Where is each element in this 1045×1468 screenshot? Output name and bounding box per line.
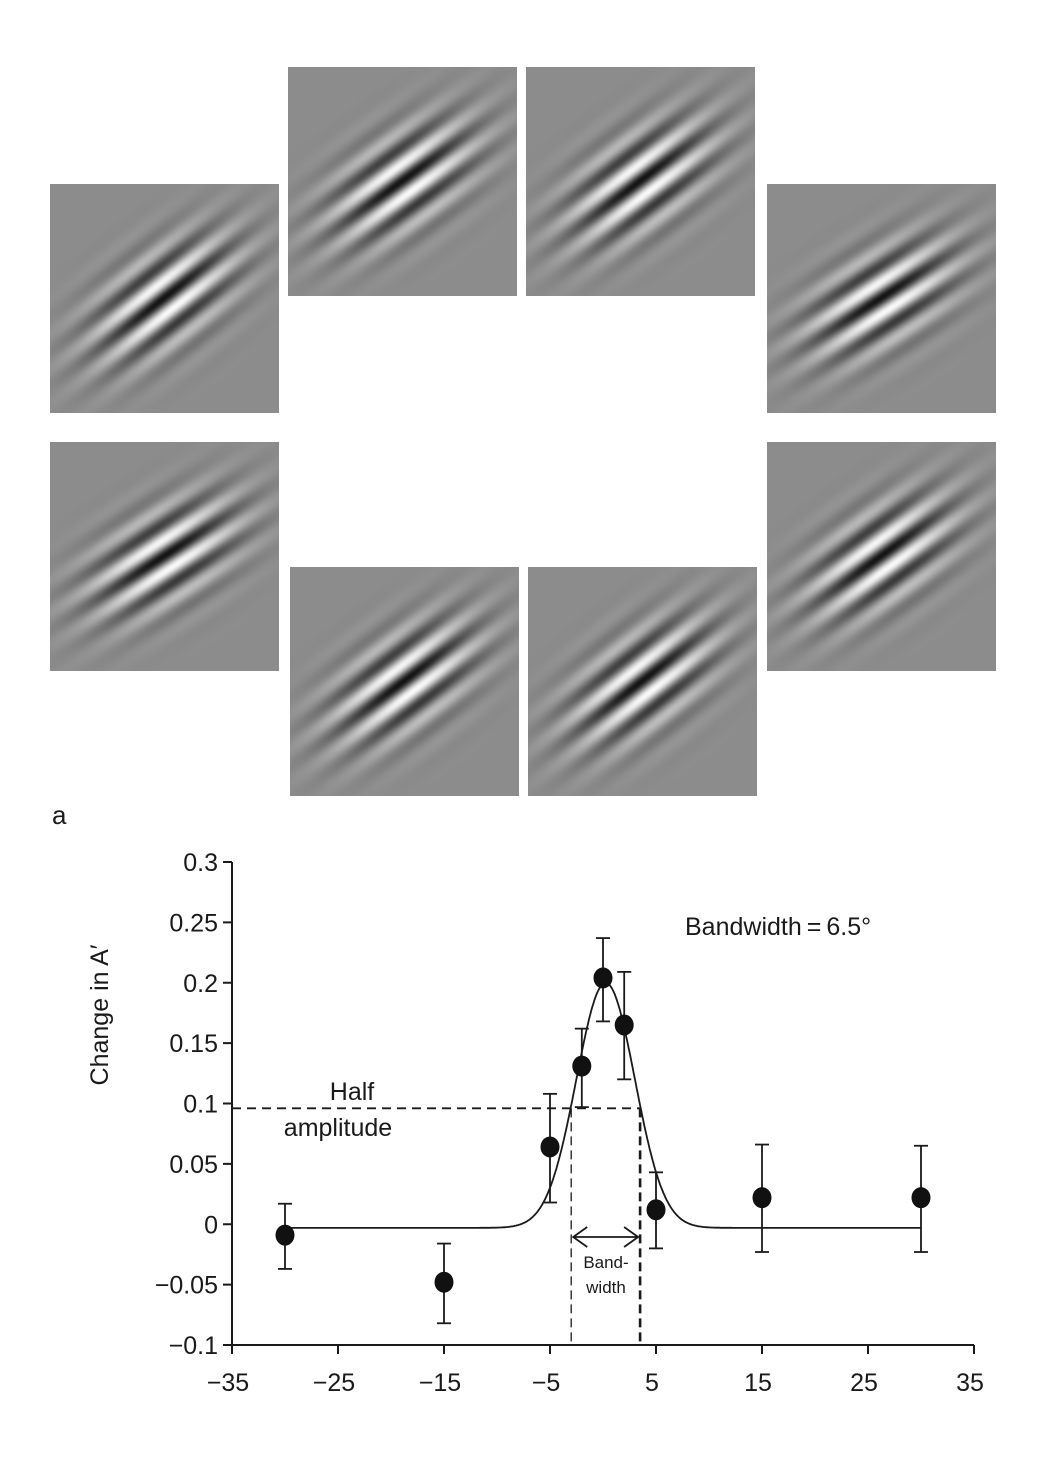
y-tick-label: −0.05 xyxy=(155,1272,218,1300)
y-axis-label: Change in A′ xyxy=(86,944,114,1085)
data-point xyxy=(434,1271,454,1293)
data-point xyxy=(540,1136,560,1158)
y-tick-label: 0.15 xyxy=(169,1030,218,1058)
x-tick-label: −25 xyxy=(313,1369,355,1397)
bandwidth-label-line2: width xyxy=(585,1278,626,1297)
bandwidth-arrow xyxy=(571,1226,640,1248)
x-tick-label: −35 xyxy=(207,1369,249,1397)
data-point xyxy=(275,1224,295,1246)
gabor-patch xyxy=(290,567,519,796)
x-tick-label: 15 xyxy=(744,1369,772,1397)
half-amplitude-label-line1: Half xyxy=(330,1078,375,1106)
axes: 0.3 0.25 0.2 0.15 0.1 0.05 0 −0.05 −0.1 −35 −25 −15… xyxy=(155,849,984,1397)
bandwidth-label-line1: Band- xyxy=(583,1253,628,1272)
x-tick-label: 5 xyxy=(645,1369,659,1397)
y-tick-label: 0.1 xyxy=(183,1091,218,1119)
data-point xyxy=(752,1187,772,1209)
half-amplitude-label-line2: amplitude xyxy=(284,1114,392,1142)
data-points xyxy=(275,937,931,1325)
y-tick-label: 0.25 xyxy=(169,909,218,937)
x-tick-label: −5 xyxy=(532,1369,561,1397)
fit-curve-group xyxy=(232,981,921,1345)
gabor-patch xyxy=(50,184,279,413)
data-point xyxy=(646,1199,666,1221)
y-tick-label: 0.2 xyxy=(183,970,218,998)
x-tick-label: −15 xyxy=(419,1369,461,1397)
gabor-patch xyxy=(767,442,996,671)
y-tick-label: 0 xyxy=(204,1211,218,1239)
data-point xyxy=(911,1187,931,1209)
gabor-patch xyxy=(288,67,517,296)
panel-label: a xyxy=(52,800,67,830)
gabor-patch xyxy=(50,442,279,671)
data-point xyxy=(593,967,613,989)
data-point xyxy=(572,1055,592,1077)
x-tick-label: 35 xyxy=(956,1369,984,1397)
gabor-patch xyxy=(767,184,996,413)
data-point xyxy=(614,1014,634,1036)
y-tick-label: −0.1 xyxy=(169,1332,218,1360)
gabor-patch xyxy=(528,567,757,796)
bandwidth-annotation: Bandwidth = 6.5° xyxy=(685,913,871,941)
y-tick-label: 0.05 xyxy=(169,1151,218,1179)
y-tick-label: 0.3 xyxy=(183,849,218,877)
gabor-patch xyxy=(526,67,755,296)
x-tick-label: 25 xyxy=(850,1369,878,1397)
